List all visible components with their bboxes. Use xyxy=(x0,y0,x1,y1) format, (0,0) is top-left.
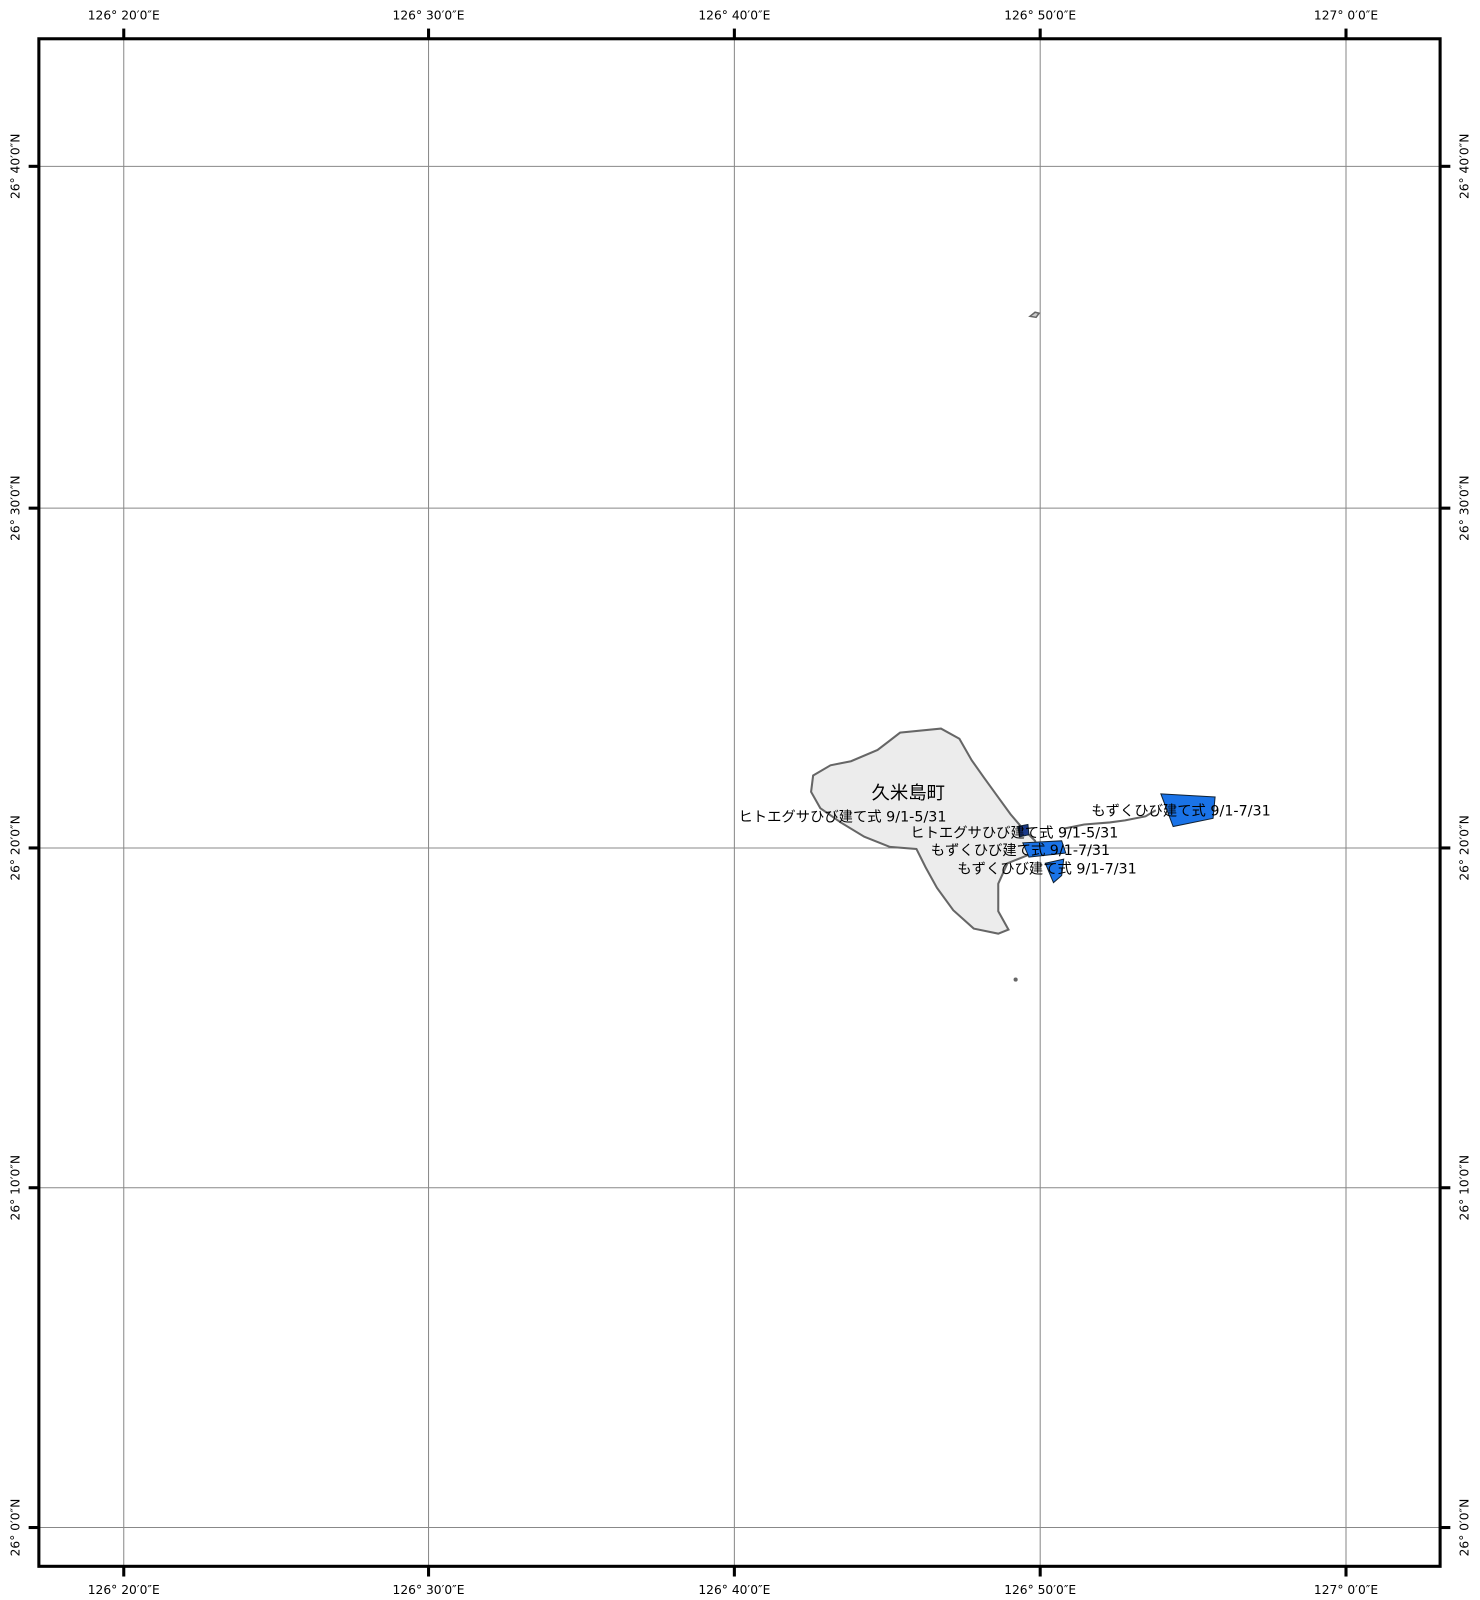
longitude-label: 127° 0′0″E xyxy=(1314,1583,1378,1597)
place-name: 久米島町 xyxy=(871,783,945,804)
page: { "longitude_labels": ["126° 20′0″E", "1… xyxy=(0,0,1480,1600)
longitude-label: 126° 50′0″E xyxy=(1004,1583,1076,1597)
fishery-label: ヒトエグサひび建て式 9/1-5/31 xyxy=(738,808,946,825)
latitude-label: 26° 10′0″N xyxy=(1458,1155,1472,1220)
longitude-label: 126° 50′0″E xyxy=(1004,8,1076,22)
fishery-label: ヒトエグサひび建て式 9/1-5/31 xyxy=(910,825,1118,842)
map-content: 久米島町 ヒトエグサひび建て式 9/1-5/31 ヒトエグサひび建て式 9/1-… xyxy=(8,8,1471,1596)
latitude-label: 26° 0′0″N xyxy=(8,1499,22,1557)
longitude-label: 126° 30′0″E xyxy=(393,1583,465,1597)
longitude-label: 127° 0′0″E xyxy=(1314,8,1378,22)
fishery-label: もずくひび建て式 9/1-7/31 xyxy=(1091,802,1270,819)
fishery-label: もずくひび建て式 9/1-7/31 xyxy=(957,860,1136,877)
fishery-label: もずくひび建て式 9/1-7/31 xyxy=(931,842,1110,859)
longitude-label: 126° 20′0″E xyxy=(88,1583,160,1597)
longitude-label: 126° 40′0″E xyxy=(698,1583,770,1597)
latitude-label: 26° 30′0″N xyxy=(1458,475,1472,540)
latitude-label: 26° 0′0″N xyxy=(1458,1499,1472,1557)
longitude-label: 126° 30′0″E xyxy=(393,8,465,22)
islet xyxy=(1030,312,1039,317)
longitude-label: 126° 20′0″E xyxy=(88,8,160,22)
latitude-label: 26° 30′0″N xyxy=(8,475,22,540)
latitude-label: 26° 10′0″N xyxy=(8,1155,22,1220)
longitude-label: 126° 40′0″E xyxy=(698,8,770,22)
latitude-label: 26° 20′0″N xyxy=(8,815,22,880)
islet xyxy=(1014,978,1018,982)
latitude-label: 26° 40′0″N xyxy=(1458,134,1472,199)
map: 久米島町 ヒトエグサひび建て式 9/1-5/31 ヒトエグサひび建て式 9/1-… xyxy=(0,0,1480,1600)
latitude-label: 26° 20′0″N xyxy=(1458,815,1472,880)
latitude-label: 26° 40′0″N xyxy=(8,134,22,199)
